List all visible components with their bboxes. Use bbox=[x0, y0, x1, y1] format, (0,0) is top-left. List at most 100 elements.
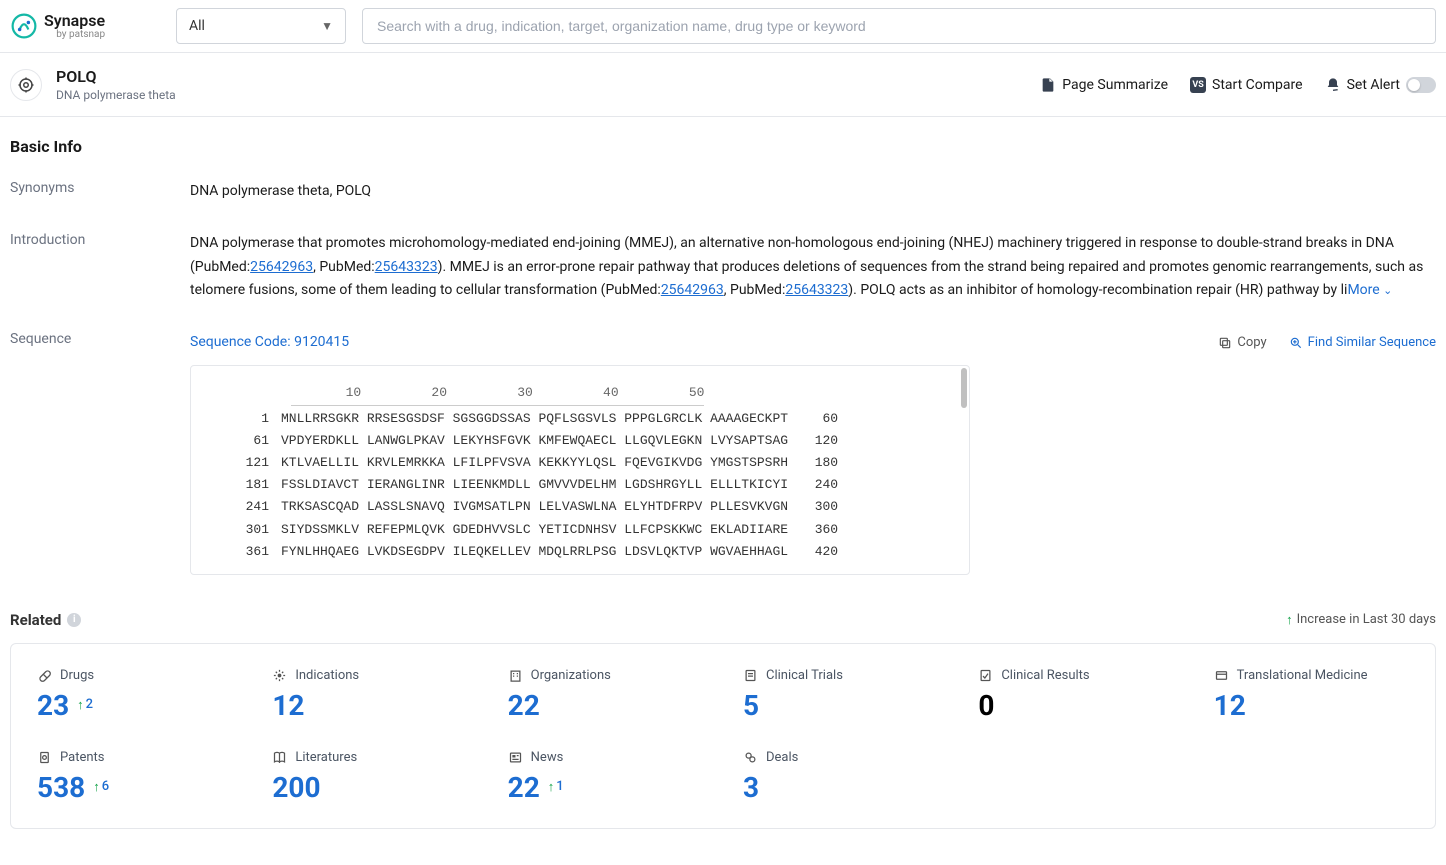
compare-label: Start Compare bbox=[1212, 77, 1303, 93]
introduction-text: DNA polymerase that promotes microhomolo… bbox=[190, 232, 1436, 303]
related-card-translational-medicine[interactable]: Translational Medicine 12 bbox=[1194, 668, 1429, 722]
more-link[interactable]: More ⌄ bbox=[1347, 282, 1392, 298]
related-card-patents[interactable]: Patents538↑6 bbox=[17, 750, 252, 804]
synonyms-value: DNA polymerase theta, POLQ bbox=[190, 180, 1436, 204]
pubmed-link[interactable]: 25642963 bbox=[661, 282, 724, 298]
chevron-down-icon: ⌄ bbox=[1383, 284, 1392, 297]
card-delta: ↑6 bbox=[93, 779, 109, 795]
card-icon bbox=[508, 750, 523, 765]
copy-label: Copy bbox=[1237, 332, 1266, 354]
card-count: 22 bbox=[508, 689, 540, 722]
related-legend: ↑ Increase in Last 30 days bbox=[1286, 612, 1436, 628]
card-icon bbox=[37, 750, 52, 765]
increase-arrow-icon: ↑ bbox=[548, 779, 555, 795]
logo[interactable]: Synapse by patsnap bbox=[10, 12, 160, 40]
copy-icon bbox=[1218, 336, 1232, 350]
card-count: 12 bbox=[1214, 689, 1246, 722]
related-heading: Related bbox=[10, 611, 61, 629]
synapse-logo-icon bbox=[10, 12, 38, 40]
card-icon bbox=[272, 668, 287, 683]
set-alert-button[interactable]: Set Alert bbox=[1325, 77, 1436, 93]
card-icon bbox=[978, 668, 993, 683]
page-title: POLQ bbox=[56, 67, 176, 86]
card-count: 12 bbox=[272, 689, 304, 722]
related-card-clinical-trials[interactable]: Clinical Trials 5 bbox=[723, 668, 958, 722]
related-card-clinical-results[interactable]: Clinical Results 0 bbox=[958, 668, 1193, 722]
card-count: 5 bbox=[743, 689, 759, 722]
card-icon bbox=[272, 750, 287, 765]
info-icon[interactable]: i bbox=[67, 613, 81, 627]
sequence-row: 61VPDYERDKLL LANWGLPKAV LEKYHSFGVK KMFEW… bbox=[211, 430, 949, 452]
pubmed-link[interactable]: 25643323 bbox=[375, 259, 438, 275]
page-subheader: POLQ DNA polymerase theta Page Summarize… bbox=[0, 53, 1446, 117]
card-label: Clinical Results bbox=[1001, 668, 1089, 683]
search-input[interactable] bbox=[362, 8, 1436, 44]
related-card-organizations[interactable]: Organizations 22 bbox=[488, 668, 723, 722]
introduction-label: Introduction bbox=[10, 232, 190, 303]
start-compare-button[interactable]: VS Start Compare bbox=[1190, 77, 1303, 93]
top-bar: Synapse by patsnap All ▼ bbox=[0, 0, 1446, 53]
related-card-literatures[interactable]: Literatures 200 bbox=[252, 750, 487, 804]
pubmed-link[interactable]: 25643323 bbox=[785, 282, 848, 298]
card-delta: ↑2 bbox=[77, 697, 93, 713]
intro-segment: , PubMed: bbox=[313, 259, 375, 275]
card-count: 22 bbox=[508, 771, 540, 804]
intro-segment: , PubMed: bbox=[724, 282, 786, 298]
sequence-row: 1MNLLRRSGKR RRSESGSDSF SGSGGDSSAS PQFLSG… bbox=[211, 408, 949, 430]
chevron-down-icon: ▼ bbox=[321, 19, 333, 33]
more-label: More bbox=[1347, 282, 1379, 298]
card-label: Translational Medicine bbox=[1237, 668, 1368, 683]
summarize-label: Page Summarize bbox=[1062, 77, 1168, 93]
sequence-row: 241TRKSASCQAD LASSLSNAVQ IVGMSATLPN LELV… bbox=[211, 496, 949, 518]
increase-arrow-icon: ↑ bbox=[77, 697, 84, 713]
copy-button[interactable]: Copy bbox=[1218, 332, 1266, 354]
related-card-indications[interactable]: Indications12 bbox=[252, 668, 487, 722]
card-label: Organizations bbox=[531, 668, 611, 683]
page-subtitle: DNA polymerase theta bbox=[56, 88, 176, 102]
related-card-news[interactable]: News 22 ↑1 bbox=[488, 750, 723, 804]
card-count: 3 bbox=[743, 771, 759, 804]
card-count: 538 bbox=[37, 771, 85, 804]
card-count: 23 bbox=[37, 689, 69, 722]
increase-arrow-icon: ↑ bbox=[93, 779, 100, 795]
card-label: News bbox=[531, 750, 564, 765]
sequence-label: Sequence bbox=[10, 331, 190, 575]
find-label: Find Similar Sequence bbox=[1308, 332, 1436, 354]
card-label: Drugs bbox=[60, 668, 94, 683]
find-similar-button[interactable]: Find Similar Sequence bbox=[1289, 332, 1436, 354]
scrollbar[interactable] bbox=[961, 368, 967, 408]
alert-icon bbox=[1325, 77, 1341, 93]
intro-segment: ). POLQ acts as an inhibitor of homology… bbox=[848, 282, 1347, 298]
page-summarize-button[interactable]: Page Summarize bbox=[1040, 77, 1168, 93]
search-icon bbox=[1289, 336, 1303, 350]
search-filter-dropdown[interactable]: All ▼ bbox=[176, 8, 346, 44]
related-card-drugs[interactable]: Drugs 23 ↑2 bbox=[17, 668, 252, 722]
alert-toggle[interactable] bbox=[1406, 77, 1436, 93]
legend-label: Increase in Last 30 days bbox=[1297, 612, 1436, 627]
target-icon bbox=[10, 69, 42, 101]
synonyms-label: Synonyms bbox=[10, 180, 190, 204]
card-icon bbox=[1214, 668, 1229, 683]
logo-text: Synapse bbox=[44, 13, 105, 29]
card-label: Clinical Trials bbox=[766, 668, 843, 683]
card-icon bbox=[508, 668, 523, 683]
alert-label: Set Alert bbox=[1347, 77, 1400, 93]
card-label: Literatures bbox=[295, 750, 357, 765]
card-icon bbox=[743, 668, 758, 683]
card-count: 0 bbox=[978, 689, 994, 722]
related-card-deals[interactable]: Deals3 bbox=[723, 750, 958, 804]
card-delta: ↑1 bbox=[548, 779, 564, 795]
card-icon bbox=[743, 750, 758, 765]
card-icon bbox=[37, 668, 52, 683]
sequence-row: 181FSSLDIAVCT IERANGLINR LIEENKMDLL GMVV… bbox=[211, 474, 949, 496]
sequence-code-link[interactable]: Sequence Code: 9120415 bbox=[190, 331, 349, 355]
sequence-row: 121KTLVAELLIL KRVLEMRKKA LFILPFVSVA KEKK… bbox=[211, 452, 949, 474]
sequence-row: 361FYNLHHQAEG LVKDSEGDPV ILEQKELLEV MDQL… bbox=[211, 541, 949, 563]
main-content: Basic Info Synonyms DNA polymerase theta… bbox=[0, 117, 1446, 849]
card-count: 200 bbox=[272, 771, 320, 804]
sequence-viewer[interactable]: 10 20 30 40 50 1MNLLRRSGKR RRSESGSDSF SG… bbox=[190, 365, 970, 575]
increase-arrow-icon: ↑ bbox=[1286, 612, 1293, 628]
vs-badge-icon: VS bbox=[1190, 77, 1206, 93]
filter-selected-label: All bbox=[189, 18, 205, 34]
pubmed-link[interactable]: 25642963 bbox=[250, 259, 313, 275]
